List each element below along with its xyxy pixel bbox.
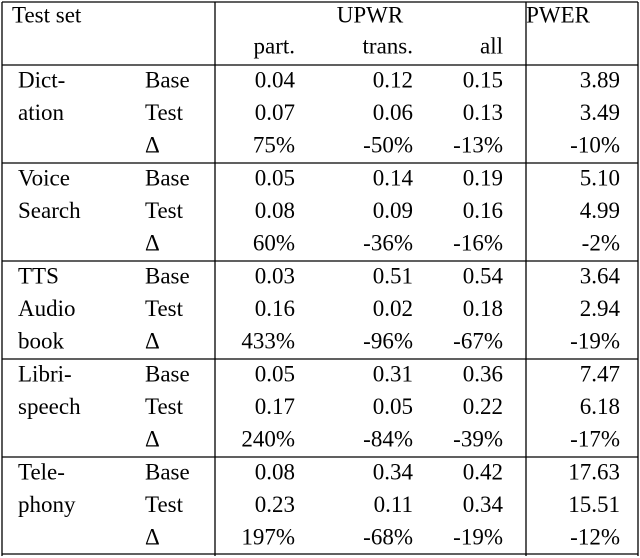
header-cell: PWER <box>526 2 591 27</box>
table-cell: 0.14 <box>373 165 414 190</box>
table-cell: Δ <box>145 230 160 255</box>
table-cell: -39% <box>453 426 503 451</box>
table-cell: Base <box>145 67 190 92</box>
table-cell: 0.51 <box>373 263 413 288</box>
table-cell: 0.09 <box>373 198 413 223</box>
group-name: speech <box>18 394 81 419</box>
group-name: book <box>18 328 65 353</box>
table-cell: 0.05 <box>373 394 413 419</box>
table-cell: 0.22 <box>463 394 503 419</box>
group-name: TTS <box>18 263 59 288</box>
table-cell: Base <box>145 165 190 190</box>
table-cell: -16% <box>453 230 503 255</box>
subheader-cell: trans. <box>363 33 413 58</box>
subheader-cell: part. <box>253 33 295 58</box>
table-cell: 17.63 <box>568 459 620 484</box>
table-cell: -50% <box>363 132 413 157</box>
table-cell: -17% <box>570 426 620 451</box>
table-cell: -96% <box>363 328 413 353</box>
table-cell: Base <box>145 361 190 386</box>
table-cell: Test <box>145 492 184 517</box>
table-cell: 0.34 <box>373 459 414 484</box>
table-cell: 0.16 <box>463 198 503 223</box>
table-cell: Test <box>145 198 184 223</box>
table-cell: 0.08 <box>255 198 295 223</box>
table-cell: -2% <box>582 230 620 255</box>
table-cell: 0.36 <box>463 361 503 386</box>
header-cell: Test set <box>12 2 82 27</box>
table-cell: Test <box>145 100 184 125</box>
table-cell: 4.99 <box>580 198 620 223</box>
group-name: Audio <box>18 296 76 321</box>
table-cell: -19% <box>570 328 620 353</box>
table-cell: -36% <box>363 230 413 255</box>
table-cell: 0.08 <box>255 459 295 484</box>
table-cell: -10% <box>570 132 620 157</box>
group-name: Voice <box>18 165 70 190</box>
table-cell: 0.15 <box>463 67 503 92</box>
table-cell: Base <box>145 459 190 484</box>
table-cell: Test <box>145 296 184 321</box>
table-cell: 197% <box>241 524 295 549</box>
table-cell: Δ <box>145 426 160 451</box>
table-cell: -67% <box>453 328 503 353</box>
table-cell: 0.11 <box>374 492 413 517</box>
table-cell: Δ <box>145 328 160 353</box>
table-cell: 60% <box>253 230 295 255</box>
table-cell: 433% <box>241 328 295 353</box>
header-cell: UPWR <box>337 2 404 27</box>
table-cell: Test <box>145 394 184 419</box>
table-cell: -19% <box>453 524 503 549</box>
table-cell: 0.31 <box>373 361 413 386</box>
table-cell: 240% <box>241 426 295 451</box>
group-name: phony <box>18 492 76 517</box>
group-name: Tele- <box>18 459 65 484</box>
table-cell: 75% <box>253 132 295 157</box>
table-cell: 0.19 <box>463 165 503 190</box>
table-cell: 2.94 <box>580 296 621 321</box>
table-cell: 0.34 <box>463 492 504 517</box>
table-cell: 3.89 <box>580 67 620 92</box>
table-cell: 5.10 <box>580 165 620 190</box>
table-cell: 0.05 <box>255 165 295 190</box>
table-cell: 0.07 <box>255 100 295 125</box>
table-cell: 0.04 <box>255 67 296 92</box>
table-cell: 15.51 <box>568 492 620 517</box>
group-name: ation <box>18 100 64 125</box>
group-name: Search <box>18 198 81 223</box>
table-cell: -13% <box>453 132 503 157</box>
table-cell: Δ <box>145 132 160 157</box>
table-cell: 0.23 <box>255 492 295 517</box>
table-cell: 0.54 <box>463 263 504 288</box>
table-cell: 0.03 <box>255 263 295 288</box>
table-cell: 0.12 <box>373 67 413 92</box>
group-name: Dict- <box>18 67 65 92</box>
table-cell: 7.47 <box>580 361 620 386</box>
table-cell: 0.13 <box>463 100 503 125</box>
table-cell: Δ <box>145 524 160 549</box>
table-cell: 0.05 <box>255 361 295 386</box>
table-cell: 0.18 <box>463 296 503 321</box>
table-cell: 0.16 <box>255 296 295 321</box>
table-cell: 3.64 <box>580 263 621 288</box>
table-cell: -68% <box>363 524 413 549</box>
table-cell: 0.17 <box>255 394 295 419</box>
table-cell: 6.18 <box>580 394 620 419</box>
table-cell: -84% <box>363 426 413 451</box>
table-cell: Base <box>145 263 190 288</box>
group-name: Libri- <box>18 361 72 386</box>
table-cell: 3.49 <box>580 100 620 125</box>
table-cell: -12% <box>570 524 620 549</box>
subheader-cell: all <box>480 33 503 58</box>
table-cell: 0.02 <box>373 296 413 321</box>
table-cell: 0.06 <box>373 100 413 125</box>
table-cell: 0.42 <box>463 459 503 484</box>
